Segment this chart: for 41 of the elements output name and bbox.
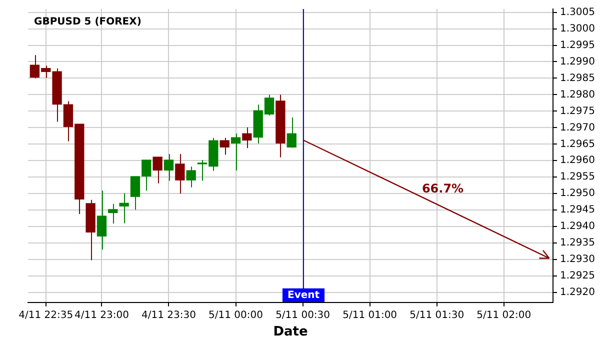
candlestick — [175, 154, 185, 194]
candlestick — [119, 192, 129, 224]
y-tick-label: 1.3000 — [560, 23, 596, 34]
y-tick-label: 1.2925 — [560, 270, 596, 282]
x-tick-label: 5/11 00:00 — [208, 310, 263, 321]
y-tick-label: 1.2935 — [560, 238, 596, 249]
y-tick-label: 1.2955 — [560, 172, 596, 183]
y-tick-label: 1.2990 — [560, 56, 596, 68]
y-tick-label: 1.2930 — [560, 254, 596, 266]
x-tick-label: 4/11 22:35 — [18, 310, 74, 321]
x-tick-label: 4/11 23:30 — [142, 310, 196, 321]
x-tick-label: 4/11 23:00 — [74, 310, 129, 321]
y-tick-label: 1.2960 — [560, 155, 596, 166]
candlestick — [242, 126, 252, 149]
candlestick — [230, 133, 241, 172]
y-tick-label: 1.3005 — [560, 6, 596, 18]
y-tick-label: 1.2965 — [560, 138, 596, 150]
y-tick-label: 1.2980 — [560, 89, 596, 100]
annotation: 66.7% — [422, 182, 464, 196]
y-tick-label: 1.2970 — [560, 122, 596, 134]
y-tick-label: 1.2940 — [560, 221, 596, 232]
candlestick — [152, 156, 162, 184]
x-tick-label: 5/11 02:00 — [476, 310, 532, 321]
candlestick — [286, 116, 296, 148]
candlestick — [108, 203, 118, 224]
candlestick — [220, 137, 230, 156]
x-axis-title: Date — [273, 324, 308, 340]
y-tick-label: 1.2995 — [560, 40, 596, 51]
y-tick-label: 1.2945 — [560, 204, 596, 216]
text: GBPUSD 5 (FOREX) — [34, 16, 142, 28]
y-tick-label: 1.2985 — [560, 72, 596, 84]
x-tick-label: 5/11 00:30 — [276, 310, 330, 321]
candlestick — [164, 154, 174, 182]
y-tick-label: 1.2920 — [560, 287, 596, 298]
y-tick-label: 1.2950 — [560, 188, 596, 200]
x-tick-label: 5/11 01:00 — [342, 310, 398, 321]
candlestick — [96, 190, 107, 250]
x-tick-label: 5/11 01:30 — [410, 310, 464, 321]
ref-line-label: Event — [287, 290, 320, 301]
candlestick — [186, 166, 196, 188]
y-tick-label: 1.2975 — [560, 106, 596, 117]
